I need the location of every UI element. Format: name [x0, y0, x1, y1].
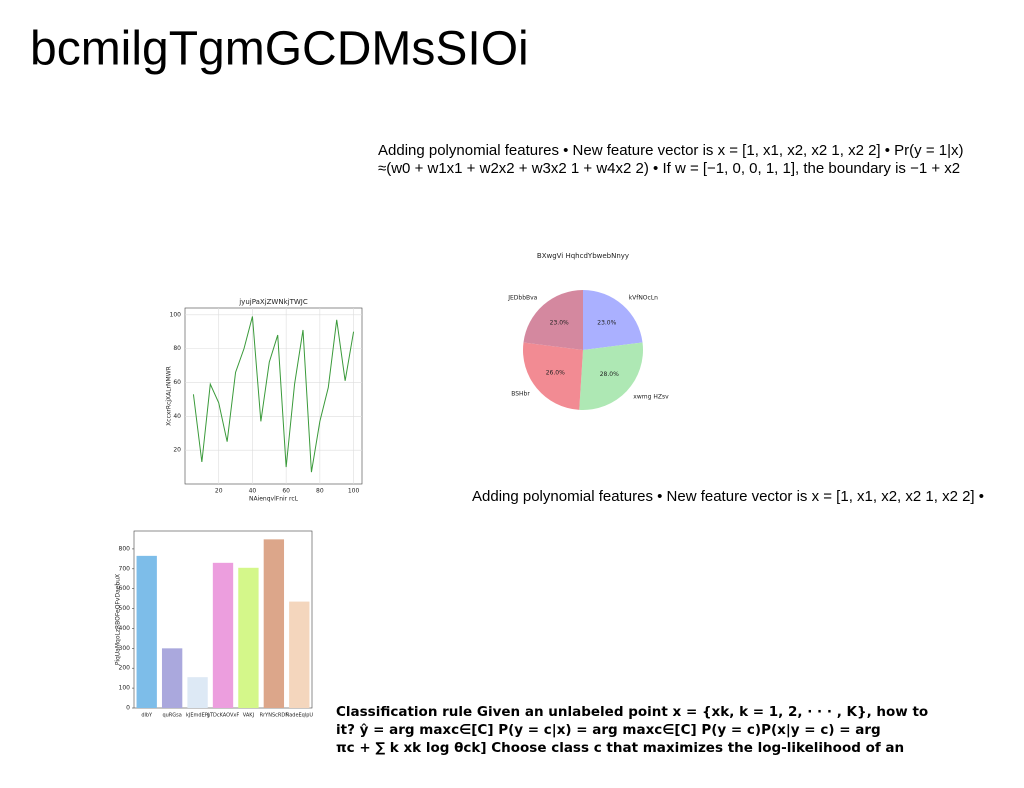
x-tick-label: 40: [249, 488, 257, 495]
x-tick-label: gTDcKAOVxF: [207, 713, 240, 719]
y-tick-label: 0: [126, 705, 130, 712]
slice-value-label: 28.0%: [600, 371, 619, 378]
x-tick-label: quRGsa: [162, 713, 181, 719]
y-axis-label: PiqUaMqoLzRBOFeQFvDaebuX: [115, 574, 122, 665]
y-tick-label: 100: [119, 685, 131, 692]
slice-value-label: 23.0%: [597, 319, 616, 326]
slice-value-label: 23.0%: [550, 319, 569, 326]
slice-label: kVfNOcLn: [629, 295, 659, 302]
pie-slice: [579, 342, 643, 410]
y-tick-label: 60: [173, 379, 181, 386]
y-tick-label: 300: [119, 645, 131, 652]
text-line: πc + ∑ k xk log θck] Choose class c that…: [336, 740, 904, 756]
chart-title: BXwgVi HqhcdYbwebNnyy: [537, 252, 629, 260]
text-line: Adding polynomial features • New feature…: [472, 488, 984, 505]
x-axis-label: NAienqvlFnir rcL: [249, 496, 299, 503]
x-tick-label: 80: [316, 488, 324, 495]
x-tick-label: kJEmdEPj: [186, 713, 209, 719]
pie-slice: [523, 342, 583, 410]
slice-value-label: 26.0%: [546, 369, 565, 376]
text-line: it? ŷ = arg maxc∈[C] P(y = c|x) = arg ma…: [336, 722, 881, 738]
x-tick-label: 20: [215, 488, 223, 495]
x-tick-label: RrYNScRDF: [260, 713, 289, 719]
x-tick-label: NadeEqlpU: [285, 713, 313, 719]
y-tick-label: 100: [170, 311, 182, 318]
page-title: bcmilgTgmGCDMsSIOi: [30, 23, 529, 76]
slice-label: BSHbr: [511, 390, 530, 397]
plot-area: [184, 307, 363, 485]
x-tick-label: VAKJ: [243, 713, 254, 719]
text-line: Adding polynomial features • New feature…: [378, 142, 964, 159]
x-tick-label: 100: [348, 488, 360, 495]
y-tick-label: 800: [119, 545, 131, 552]
text-line: ≈(w0 + w1x1 + w2x2 + w3x2 1 + w4x2 2) • …: [378, 160, 960, 177]
y-tick-label: 400: [119, 625, 131, 632]
x-tick-label: dlbY: [141, 713, 153, 719]
line-series: [192, 316, 355, 473]
x-tick-label: 60: [282, 488, 290, 495]
bar: [238, 567, 259, 708]
slice-label: JEDbbBva: [507, 295, 537, 302]
chart-title: jyujPaXjZWNkjTWJC: [238, 298, 308, 306]
bar: [161, 648, 183, 708]
slice-label: xwmg HZsv: [633, 394, 669, 401]
y-tick-label: 20: [173, 447, 181, 454]
y-tick-label: 80: [173, 345, 181, 352]
text-line: Classification rule Given an unlabeled p…: [336, 704, 928, 720]
y-tick-label: 40: [173, 413, 181, 420]
y-tick-label: 500: [119, 605, 131, 612]
y-tick-label: 700: [119, 565, 131, 572]
y-axis-label: XccxrRcjXALrNMWR: [166, 366, 173, 426]
pie-slice: [523, 290, 583, 350]
bar: [212, 562, 234, 708]
bar: [289, 601, 310, 708]
bar: [136, 555, 157, 708]
bar: [187, 677, 208, 708]
bar: [263, 539, 285, 708]
y-tick-label: 200: [119, 665, 131, 672]
pie-slice: [583, 290, 643, 350]
y-tick-label: 600: [119, 585, 131, 592]
